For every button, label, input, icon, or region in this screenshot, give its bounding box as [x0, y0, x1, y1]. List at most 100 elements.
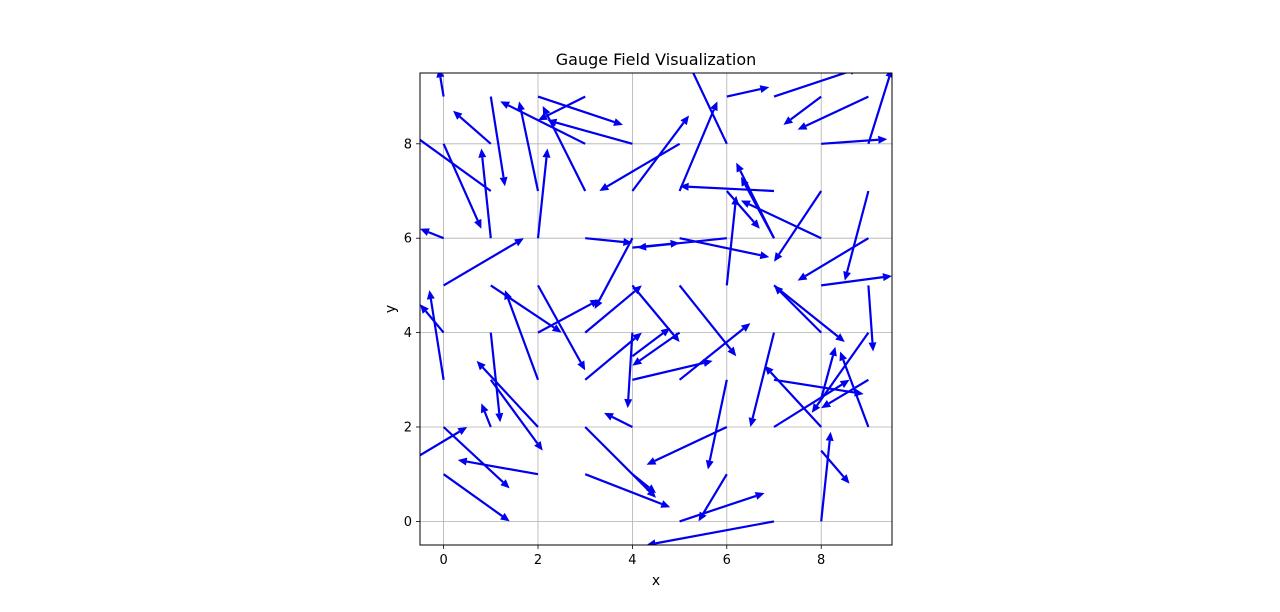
x-axis-label: x — [652, 573, 660, 589]
vector-arrow — [453, 110, 492, 145]
arrow-head — [698, 511, 707, 522]
vector-arrow — [705, 379, 728, 470]
arrow-shaft — [606, 142, 681, 188]
arrow-shaft — [545, 95, 586, 118]
vector-arrow — [821, 135, 888, 145]
vector-arrow — [678, 101, 718, 192]
arrow-head — [750, 219, 760, 229]
arrow-head — [517, 101, 525, 111]
arrow-head — [748, 417, 757, 427]
vector-arrow — [594, 237, 634, 309]
vector-arrow — [426, 290, 445, 380]
arrow-head — [839, 379, 850, 388]
vector-arrow — [420, 138, 492, 192]
arrow-shaft — [429, 298, 445, 380]
y-axis-label: y — [383, 305, 399, 313]
vector-arrow — [420, 228, 445, 240]
arrow-shaft — [726, 88, 761, 98]
arrow-head — [679, 182, 689, 191]
y-tick-label: 2 — [404, 421, 412, 436]
arrow-shaft — [773, 383, 843, 428]
vector-arrow — [774, 285, 822, 334]
arrow-shaft — [779, 290, 822, 334]
vector-arrow — [773, 284, 845, 343]
arrow-head — [646, 488, 656, 498]
arrow-shaft — [427, 231, 445, 240]
arrow-shaft — [702, 473, 728, 515]
arrow-head — [797, 272, 808, 281]
vector-arrow — [867, 73, 892, 145]
arrow-shaft — [536, 157, 548, 239]
x-tick-label: 4 — [628, 553, 636, 568]
arrow-head — [623, 238, 633, 247]
arrow-shaft — [631, 284, 675, 336]
vector-arrow — [698, 473, 728, 522]
arrow-head — [646, 539, 656, 545]
arrow-head — [840, 474, 850, 484]
vector-arrow — [542, 106, 587, 192]
vector-arrow — [489, 96, 508, 187]
arrow-head — [478, 148, 487, 158]
arrow-head — [680, 115, 690, 126]
arrow-head — [457, 457, 468, 466]
arrow-shaft — [820, 440, 831, 522]
vector-arrow — [420, 427, 468, 457]
vector-arrow — [442, 473, 510, 522]
vector-arrow — [773, 73, 854, 98]
vector-arrow — [797, 95, 869, 130]
arrow-shaft — [442, 473, 503, 518]
vector-arrow — [442, 143, 482, 229]
arrow-head — [632, 357, 643, 366]
arrow-head — [774, 252, 783, 262]
vector-arrow — [797, 237, 869, 281]
vector-arrow — [420, 304, 445, 334]
vector-arrow — [820, 431, 834, 522]
arrow-head — [885, 73, 892, 78]
vector-arrow — [867, 285, 877, 352]
arrow-shaft — [631, 122, 685, 192]
arrow-head — [878, 135, 888, 144]
vector-arrow — [725, 195, 740, 286]
arrow-head — [476, 360, 486, 371]
vector-arrow — [599, 142, 681, 191]
arrow-shaft — [773, 73, 849, 98]
arrow-head — [420, 228, 430, 236]
arrow-head — [504, 290, 512, 300]
vector-arrow — [725, 190, 760, 229]
vector-arrow — [773, 378, 864, 397]
arrow-shaft — [789, 95, 822, 121]
arrow-shaft — [627, 332, 634, 400]
arrow-head — [825, 431, 834, 442]
y-axis-ticks: 0 2 4 6 8 — [404, 137, 420, 530]
arrow-head — [702, 359, 713, 367]
arrow-shaft — [679, 237, 761, 257]
arrow-head — [868, 342, 877, 352]
arrow-head — [624, 398, 633, 409]
chart-title: Gauge Field Visualization — [556, 50, 757, 69]
vector-arrow — [692, 73, 728, 145]
arrow-shaft — [748, 203, 822, 240]
arrow-shaft — [821, 276, 884, 287]
vector-arrow — [820, 346, 837, 399]
arrow-head — [594, 299, 603, 309]
arrow-head — [637, 242, 647, 251]
arrow-shaft — [611, 415, 633, 428]
arrow-shaft — [584, 426, 651, 493]
vector-arrow — [843, 190, 870, 281]
arrow-shaft — [805, 95, 869, 127]
vector-arrow — [631, 284, 680, 343]
arrow-shaft — [631, 473, 650, 489]
y-tick-label: 8 — [404, 137, 412, 152]
arrow-head — [499, 176, 508, 187]
vector-arrow — [631, 327, 671, 358]
arrow-shaft — [489, 96, 505, 178]
arrow-shaft — [679, 494, 757, 523]
vector-arrow — [783, 95, 822, 125]
arrow-shaft — [655, 520, 775, 545]
arrow-head — [474, 218, 482, 229]
arrow-shaft — [820, 355, 835, 399]
vector-arrow — [632, 359, 713, 381]
arrow-shaft — [537, 302, 592, 334]
arrow-shaft — [519, 109, 540, 192]
vector-arrow — [679, 492, 765, 523]
